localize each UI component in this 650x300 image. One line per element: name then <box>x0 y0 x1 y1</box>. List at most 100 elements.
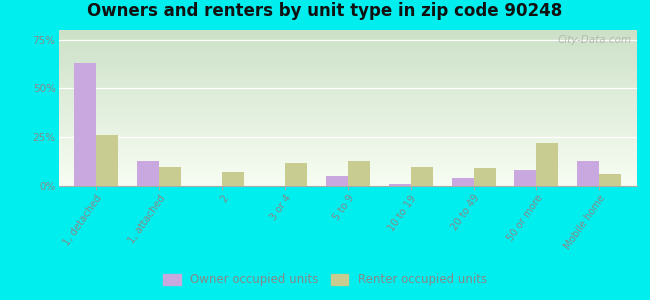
Bar <box>58 94 637 95</box>
Bar <box>58 51 637 52</box>
Bar <box>58 91 637 92</box>
Bar <box>58 103 637 104</box>
Bar <box>58 55 637 56</box>
Bar <box>58 154 637 155</box>
Bar <box>58 117 637 118</box>
Bar <box>58 115 637 116</box>
Bar <box>473 168 495 186</box>
Bar <box>58 159 637 160</box>
Bar <box>58 66 637 68</box>
Bar <box>58 178 637 179</box>
Bar <box>58 112 637 113</box>
Bar <box>58 150 637 151</box>
Bar <box>58 174 637 175</box>
Bar <box>58 100 637 101</box>
Text: Owners and renters by unit type in zip code 90248: Owners and renters by unit type in zip c… <box>87 2 563 20</box>
Bar <box>58 58 637 60</box>
Bar <box>58 86 637 87</box>
Bar <box>58 107 637 108</box>
Bar <box>58 105 637 107</box>
Bar <box>599 174 621 186</box>
Bar <box>58 70 637 72</box>
Bar <box>58 62 637 64</box>
Bar <box>58 138 637 139</box>
Bar <box>58 156 637 158</box>
Bar <box>58 80 637 81</box>
Bar <box>58 165 637 166</box>
Bar <box>58 47 637 48</box>
Bar <box>58 122 637 124</box>
Bar <box>58 42 637 43</box>
Bar <box>58 183 637 185</box>
Bar <box>58 130 637 131</box>
Bar <box>58 108 637 109</box>
Bar <box>58 104 637 105</box>
Bar <box>58 92 637 94</box>
Bar <box>58 152 637 154</box>
Bar <box>58 64 637 65</box>
Bar <box>58 181 637 182</box>
Bar <box>58 40 637 42</box>
Text: City-Data.com: City-Data.com <box>557 35 631 45</box>
Legend: Owner occupied units, Renter occupied units: Owner occupied units, Renter occupied un… <box>159 269 491 291</box>
Bar <box>58 169 637 170</box>
Bar <box>74 63 96 186</box>
Bar <box>58 60 637 61</box>
Bar <box>58 147 637 148</box>
Bar <box>58 125 637 126</box>
Bar <box>58 85 637 86</box>
Bar <box>58 99 637 100</box>
Bar <box>58 167 637 168</box>
Bar <box>58 139 637 140</box>
Bar <box>58 74 637 76</box>
Bar <box>58 135 637 136</box>
Bar <box>58 182 637 183</box>
Bar <box>58 121 637 122</box>
Bar <box>58 177 637 178</box>
Bar <box>58 78 637 80</box>
Bar <box>58 129 637 130</box>
Bar <box>58 33 637 34</box>
Bar <box>58 72 637 73</box>
Bar <box>58 113 637 115</box>
Bar <box>58 158 637 159</box>
Bar <box>137 161 159 186</box>
Bar <box>159 167 181 186</box>
Bar <box>58 101 637 103</box>
Bar <box>58 65 637 66</box>
Bar <box>58 34 637 35</box>
Bar <box>58 69 637 70</box>
Bar <box>58 37 637 38</box>
Bar <box>58 76 637 77</box>
Bar <box>58 143 637 144</box>
Bar <box>58 43 637 44</box>
Bar <box>58 31 637 33</box>
Bar <box>58 50 637 51</box>
Bar <box>58 68 637 69</box>
Bar <box>58 173 637 174</box>
Bar <box>58 95 637 96</box>
Bar <box>58 57 637 59</box>
Bar <box>58 53 637 55</box>
Bar <box>58 52 637 53</box>
Bar <box>58 48 637 50</box>
Bar <box>452 178 473 186</box>
Bar <box>58 161 637 163</box>
Bar <box>58 88 637 90</box>
Bar <box>58 109 637 111</box>
Bar <box>96 135 118 186</box>
Bar <box>58 61 637 62</box>
Bar <box>58 77 637 78</box>
Bar <box>58 46 637 47</box>
Bar <box>58 172 637 173</box>
Bar <box>58 148 637 150</box>
Bar <box>285 163 307 186</box>
Bar <box>58 179 637 181</box>
Bar <box>58 82 637 83</box>
Bar <box>58 30 637 31</box>
Bar <box>58 168 637 169</box>
Bar <box>58 134 637 135</box>
Bar <box>58 73 637 74</box>
Bar <box>58 124 637 125</box>
Bar <box>58 81 637 82</box>
